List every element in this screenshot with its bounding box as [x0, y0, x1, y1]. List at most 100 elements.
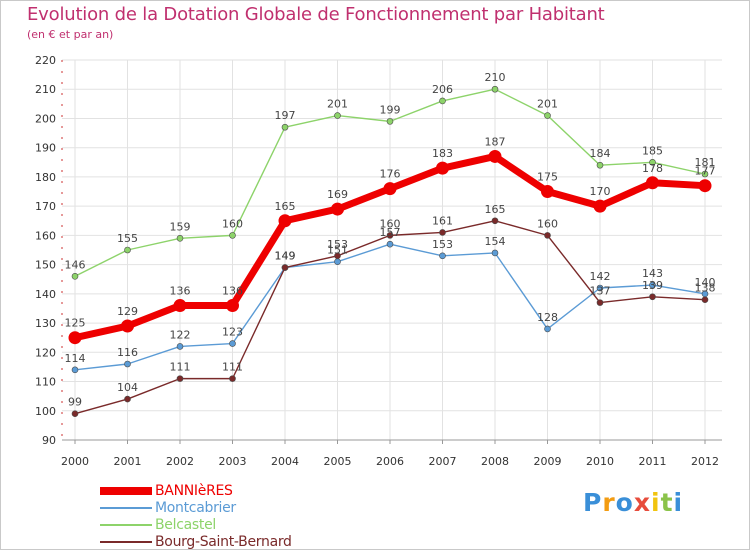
data-label: 99: [68, 396, 82, 409]
legend-label: Belcastel: [155, 517, 216, 533]
data-point: [278, 214, 292, 228]
x-tick-label: 2003: [219, 455, 247, 468]
x-tick-label: 2011: [639, 455, 667, 468]
axes: 90 100 110 120 130 140 150 160 170 180 190 200 210 22…: [35, 54, 722, 468]
legend-label: Bourg-Saint-Bernard: [155, 534, 292, 550]
chart-title: Evolution de la Dotation Globale de Fonc…: [27, 4, 605, 25]
data-label: 184: [590, 147, 611, 160]
data-label: 201: [327, 98, 348, 111]
data-label: 154: [485, 235, 506, 248]
data-label: 139: [642, 279, 663, 292]
x-tick-label: 2002: [166, 455, 194, 468]
x-tick-label: 2010: [586, 455, 614, 468]
data-label: 153: [432, 238, 453, 251]
data-label: 169: [327, 188, 348, 201]
x-tick-label: 2008: [481, 455, 509, 468]
proxiti-logo: Proxiti: [583, 488, 683, 517]
data-point: [173, 299, 187, 313]
y-tick-label: 100: [35, 405, 56, 418]
x-tick-label: 2006: [376, 455, 404, 468]
data-label: 104: [117, 381, 138, 394]
data-point: [701, 170, 709, 178]
data-point: [649, 159, 656, 166]
data-point: [491, 85, 499, 93]
logo-letter: r: [602, 488, 616, 517]
data-label: 175: [537, 171, 558, 184]
legend-swatch: [100, 541, 152, 543]
legend-swatch: [100, 524, 152, 526]
y-tick-label: 220: [35, 54, 56, 67]
data-label: 160: [537, 217, 558, 230]
y-tick-label: 210: [35, 83, 56, 96]
data-point: [439, 97, 446, 105]
legend-label: BANNIèRES: [155, 483, 233, 499]
data-point: [176, 375, 184, 382]
data-label: 160: [222, 217, 243, 230]
data-label: 128: [537, 311, 558, 324]
data-point: [649, 281, 656, 289]
data-point: [439, 252, 446, 260]
x-tick-label: 2004: [271, 455, 299, 468]
data-label: 140: [695, 276, 716, 289]
data-point: [491, 249, 499, 257]
data-label: 185: [642, 144, 663, 157]
data-label: 170: [590, 185, 611, 198]
data-label: 187: [485, 135, 506, 148]
data-point: [701, 296, 709, 303]
data-label: 125: [65, 317, 86, 330]
grid-lines: [62, 59, 722, 441]
data-point: [593, 199, 607, 213]
data-label: 116: [117, 346, 138, 359]
x-tick-label: 2009: [534, 455, 562, 468]
data-label: 149: [275, 250, 296, 263]
data-label: 137: [590, 285, 611, 298]
data-label: 111: [222, 361, 243, 374]
data-label: 199: [380, 103, 401, 116]
data-point: [383, 182, 397, 196]
data-label: 149: [275, 250, 296, 263]
data-point: [124, 360, 131, 368]
data-label: 151: [327, 244, 348, 257]
data-label: 142: [590, 270, 611, 283]
logo-letter: t: [660, 488, 674, 517]
data-point: [334, 258, 341, 265]
data-point: [281, 123, 289, 131]
y-tick-label: 170: [35, 200, 56, 213]
data-label: 176: [380, 168, 401, 181]
data-label: 183: [432, 147, 453, 160]
legend-label: Montcabrier: [155, 500, 236, 516]
data-label: 136: [170, 285, 191, 298]
data-label: 129: [117, 305, 138, 318]
data-point: [71, 410, 79, 417]
data-label: 161: [432, 214, 453, 227]
data-label: 111: [170, 361, 191, 374]
data-label: 197: [275, 109, 296, 122]
data-point: [71, 273, 79, 280]
data-label: 165: [485, 203, 506, 216]
data-point: [488, 149, 502, 163]
data-point: [71, 366, 79, 374]
data-point: [229, 375, 236, 382]
data-point: [649, 293, 656, 301]
data-label: 155: [117, 232, 138, 245]
data-point: [334, 112, 341, 119]
data-point: [331, 202, 344, 216]
data-point: [226, 299, 239, 313]
data-point: [646, 176, 659, 190]
data-point: [281, 264, 289, 271]
x-tick-label: 2005: [324, 455, 352, 468]
data-label: 206: [432, 83, 453, 96]
series-group: [68, 85, 712, 417]
y-tick-label: 110: [35, 376, 56, 389]
x-tick-label: 2007: [429, 455, 457, 468]
data-label: 165: [275, 200, 296, 213]
data-point: [544, 232, 551, 239]
y-tick-label: 150: [35, 259, 56, 272]
data-label: 153: [327, 238, 348, 251]
chart-subtitle: (en € et par an): [27, 28, 114, 41]
logo-letter: x: [633, 488, 651, 517]
data-point: [541, 185, 554, 199]
data-label: 146: [65, 258, 86, 271]
